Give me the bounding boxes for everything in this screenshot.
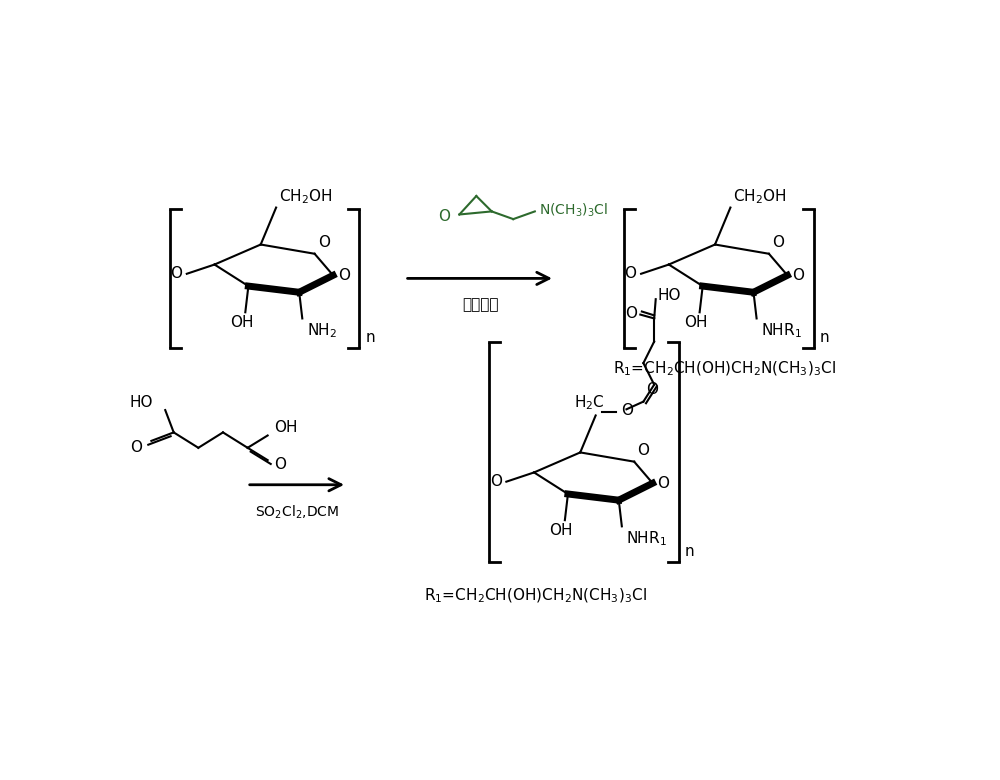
Text: n: n [685,544,695,558]
Text: O: O [130,439,142,455]
Text: O: O [621,403,633,418]
Text: OH: OH [230,315,253,331]
Text: H$_2$C: H$_2$C [574,394,605,413]
Text: NHR$_1$: NHR$_1$ [761,321,802,340]
Text: R$_1$=CH$_2$CH(OH)CH$_2$N(CH$_3$)$_3$Cl: R$_1$=CH$_2$CH(OH)CH$_2$N(CH$_3$)$_3$Cl [424,587,647,604]
Text: O: O [490,474,502,489]
Text: O: O [625,306,637,321]
Text: O: O [657,476,669,491]
Text: O: O [438,208,450,224]
Text: n: n [365,330,375,345]
Text: n: n [820,330,829,345]
Text: 微波反应: 微波反应 [462,298,498,313]
Text: O: O [792,268,804,283]
Text: HO: HO [129,395,153,410]
Text: HO: HO [657,288,681,303]
Text: O: O [170,266,182,282]
Text: O: O [338,268,350,283]
Text: SO$_2$Cl$_2$,DCM: SO$_2$Cl$_2$,DCM [255,503,339,520]
Text: O: O [772,235,784,250]
Text: OH: OH [549,523,573,538]
Text: NHR$_1$: NHR$_1$ [626,530,667,548]
Text: O: O [318,235,330,250]
Text: O: O [624,266,636,282]
Text: O: O [646,382,658,397]
Text: CH$_2$OH: CH$_2$OH [279,187,333,206]
Text: OH: OH [274,420,297,435]
Text: O: O [274,457,286,472]
Text: N(CH$_3$)$_3$Cl: N(CH$_3$)$_3$Cl [539,201,608,218]
Text: CH$_2$OH: CH$_2$OH [733,187,787,206]
Text: NH$_2$: NH$_2$ [307,321,337,340]
Text: OH: OH [684,315,708,331]
Text: O: O [637,443,649,458]
Text: R$_1$=CH$_2$CH(OH)CH$_2$N(CH$_3$)$_3$Cl: R$_1$=CH$_2$CH(OH)CH$_2$N(CH$_3$)$_3$Cl [613,360,836,378]
